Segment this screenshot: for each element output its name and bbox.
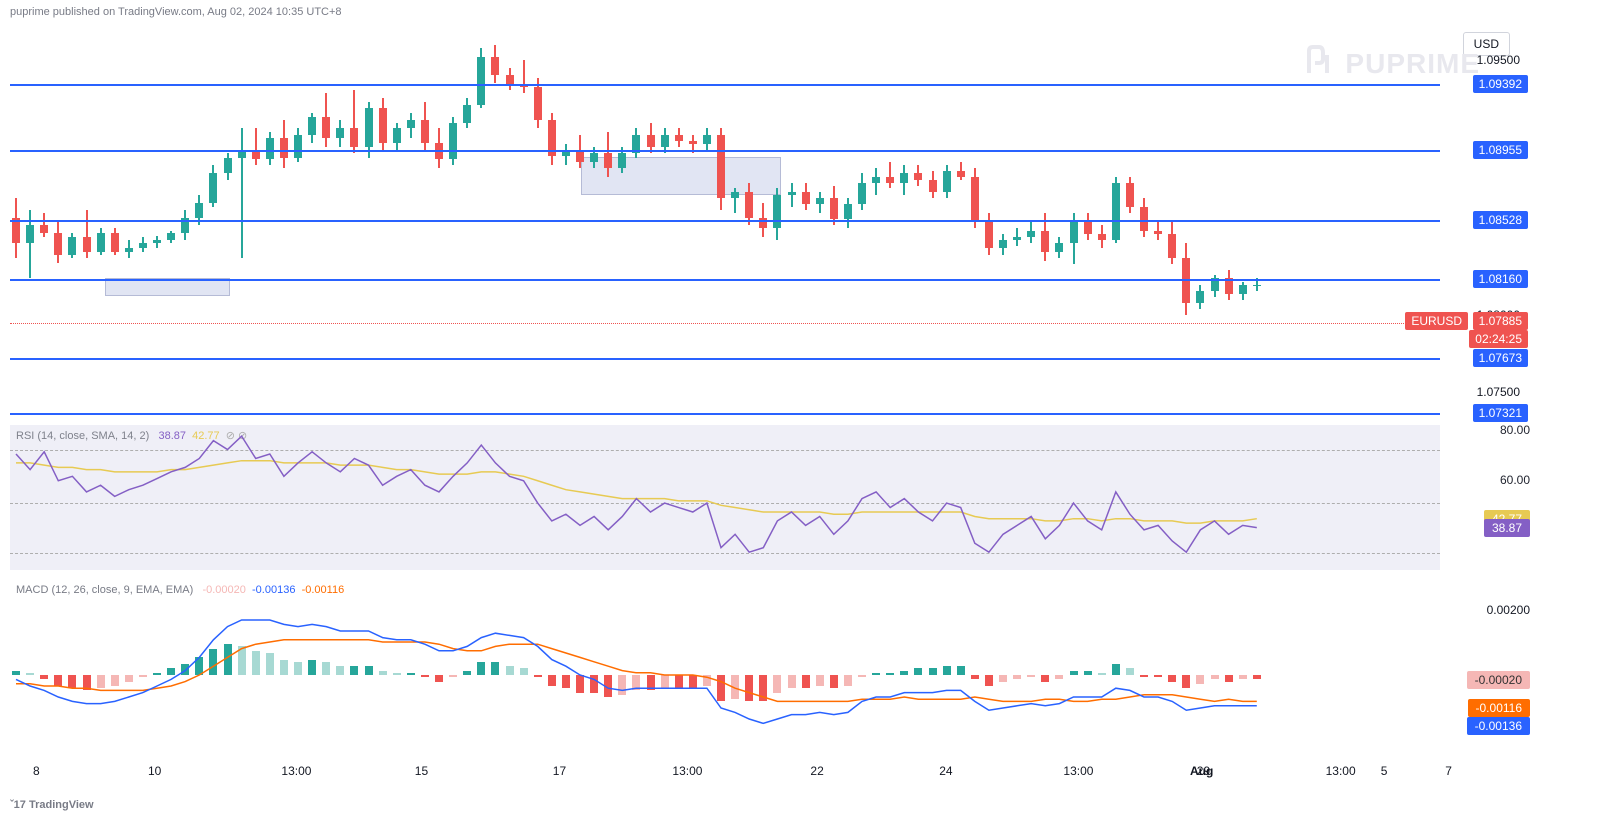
macd-tick: 0.00200 <box>1487 603 1530 617</box>
support-resistance-line[interactable] <box>10 84 1440 86</box>
rsi-tick: 80.00 <box>1500 423 1530 437</box>
support-resistance-line[interactable] <box>10 279 1440 281</box>
x-axis-label: 17 <box>553 764 566 778</box>
rsi-value: 38.87 <box>1484 519 1530 537</box>
rsi-panel[interactable]: RSI (14, close, SMA, 14, 2) 38.87 42.77 … <box>10 425 1440 570</box>
price-level-label: 1.08528 <box>1473 211 1528 229</box>
x-axis-label: 7 <box>1445 764 1452 778</box>
countdown-tag: 02:24:25 <box>1469 330 1528 348</box>
tradingview-logo: ˇ17 TradingView <box>10 799 94 811</box>
x-axis-label: 29 <box>1197 764 1210 778</box>
support-resistance-line[interactable] <box>10 150 1440 152</box>
x-axis-label: 13:00 <box>1326 764 1356 778</box>
price-level-label: 1.07673 <box>1473 349 1528 367</box>
tv-icon: ˇ17 <box>10 799 26 811</box>
macd-line-value: -0.00136 <box>1467 717 1530 735</box>
support-resistance-line[interactable] <box>10 220 1440 222</box>
x-axis-label: 13:00 <box>672 764 702 778</box>
macd-hist-value: -0.00020 <box>1467 671 1530 689</box>
support-resistance-line[interactable] <box>10 413 1440 415</box>
x-axis-label: 22 <box>810 764 823 778</box>
price-level-label: 1.07321 <box>1473 404 1528 422</box>
x-axis-label: 24 <box>939 764 952 778</box>
x-axis-label: 15 <box>415 764 428 778</box>
x-axis-label: 10 <box>148 764 161 778</box>
price-tick: 1.07500 <box>1477 385 1520 399</box>
price-chart[interactable] <box>10 30 1440 420</box>
x-axis-label: 13:00 <box>281 764 311 778</box>
macd-signal-value: -0.00116 <box>1468 699 1530 717</box>
x-axis-label: 5 <box>1381 764 1388 778</box>
macd-panel[interactable]: MACD (12, 26, close, 9, EMA, EMA) -0.000… <box>10 580 1440 755</box>
x-axis-label: 8 <box>33 764 40 778</box>
x-axis: Aug81013:00151713:00222413:002913:0057 <box>10 764 1570 794</box>
rsi-tick: 60.00 <box>1500 473 1530 487</box>
publish-info: puprime published on TradingView.com, Au… <box>10 6 342 18</box>
support-resistance-line[interactable] <box>10 358 1440 360</box>
symbol-tag: EURUSD <box>1405 312 1468 330</box>
price-level-label: 1.08955 <box>1473 141 1528 159</box>
x-axis-label: 13:00 <box>1063 764 1093 778</box>
price-level-label: 1.09392 <box>1473 75 1528 93</box>
price-tick: 1.09500 <box>1477 53 1520 67</box>
price-level-label: 1.08160 <box>1473 270 1528 288</box>
current-price-tag: 1.07885 <box>1473 312 1528 330</box>
current-price-line <box>10 323 1440 324</box>
